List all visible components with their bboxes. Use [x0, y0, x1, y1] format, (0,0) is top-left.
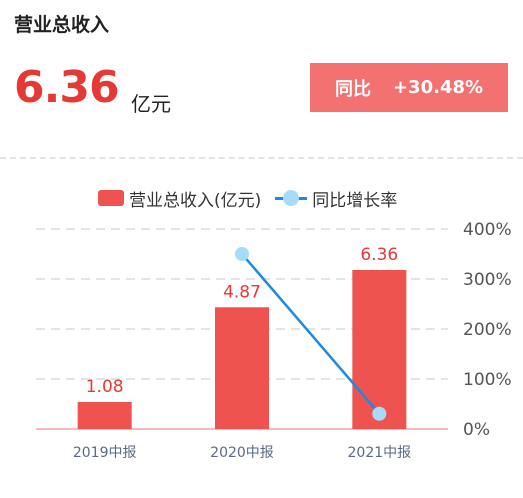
- y-tick-label: 200%: [463, 320, 512, 340]
- revenue-unit: 亿元: [131, 92, 171, 116]
- legend-bar-label: 营业总收入(亿元): [129, 190, 262, 211]
- yoy-value: +30.48%: [392, 77, 484, 98]
- bar: [77, 402, 132, 429]
- growth-point: [235, 247, 249, 261]
- bar: [352, 270, 407, 429]
- y-tick-label: 300%: [463, 270, 512, 290]
- revenue-value: 6.36: [14, 62, 120, 113]
- yoy-badge: 同比 +30.48%: [310, 63, 508, 112]
- bar: [215, 307, 269, 429]
- y-tick-label: 0%: [463, 420, 490, 440]
- yoy-label: 同比: [334, 78, 371, 100]
- x-tick-label: 2021中报: [348, 445, 412, 461]
- y-tick-label: 100%: [463, 370, 512, 390]
- data-label: 1.08: [86, 377, 124, 397]
- x-tick-label: 2020中报: [210, 445, 274, 461]
- x-tick-label: 2019中报: [73, 445, 137, 461]
- legend-line-label: 同比增长率: [312, 190, 398, 211]
- legend-bar-swatch: [98, 190, 124, 206]
- y-tick-label: 400%: [463, 220, 512, 240]
- chart-legend: 营业总收入(亿元) 同比增长率: [98, 184, 397, 212]
- legend-line-swatch: [275, 190, 308, 206]
- growth-point: [372, 406, 387, 421]
- data-label: 6.36: [360, 245, 398, 265]
- chart-title: 营业总收入: [14, 14, 110, 36]
- data-label: 4.87: [223, 282, 261, 302]
- growth-line: [241, 253, 381, 415]
- divider: [0, 157, 523, 159]
